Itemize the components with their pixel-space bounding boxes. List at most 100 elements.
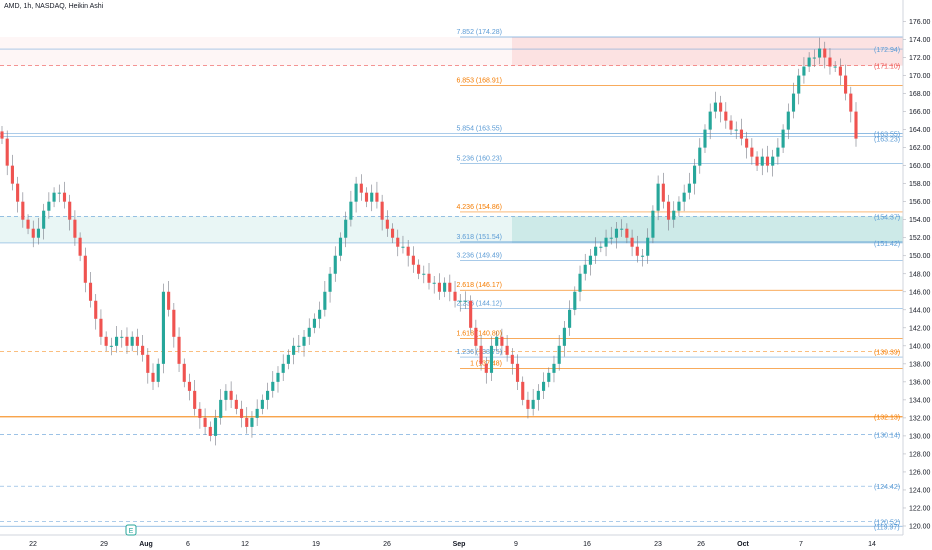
- time-tick-label: 22: [29, 541, 37, 548]
- candle-body: [182, 363, 186, 382]
- candle-body: [333, 255, 337, 274]
- candle-body: [396, 237, 400, 247]
- candle-body: [599, 246, 603, 248]
- candle-body: [10, 165, 14, 184]
- candle-body: [500, 336, 504, 346]
- candle-body: [750, 147, 754, 157]
- price-tick-label: 150.00: [909, 253, 931, 260]
- candle-body: [99, 318, 103, 337]
- candle-body: [213, 417, 218, 436]
- price-tick-label: 130.00: [909, 433, 931, 440]
- earnings-badge-label: E: [129, 528, 134, 535]
- candle-body: [354, 183, 358, 202]
- price-level-label: (139.39): [874, 349, 900, 356]
- candle-body: [833, 66, 837, 68]
- candle-body: [422, 273, 426, 275]
- candle-body: [229, 390, 233, 400]
- candle-body: [411, 255, 415, 265]
- candle-body: [573, 291, 577, 310]
- candle-body: [568, 309, 572, 328]
- candle-body: [672, 210, 676, 220]
- candle-body: [734, 129, 738, 131]
- time-tick-label: 9: [514, 541, 518, 548]
- candle-body: [844, 75, 848, 94]
- candle-body: [380, 201, 384, 220]
- time-tick-label: 29: [100, 541, 108, 548]
- price-tick-label: 172.00: [909, 55, 931, 62]
- candle-body: [177, 336, 181, 364]
- price-level-label: (163.23): [874, 137, 900, 144]
- candle-body: [88, 282, 93, 301]
- fib-level-label: 3.618 (151.54): [456, 234, 502, 241]
- candle-body: [271, 381, 275, 391]
- candle-body: [36, 228, 41, 238]
- candle-body: [359, 183, 363, 193]
- candle-body: [338, 237, 343, 256]
- candle-body: [521, 381, 525, 400]
- candle-body: [370, 192, 374, 202]
- candle-body: [239, 408, 244, 418]
- candle-body: [604, 237, 608, 247]
- candle-body: [255, 408, 259, 418]
- candle-body: [479, 345, 483, 364]
- candle-body: [854, 111, 858, 139]
- candle-body: [594, 246, 598, 256]
- candle-body: [198, 408, 202, 418]
- candle-body: [234, 399, 238, 409]
- price-level-label: (130.14): [874, 433, 900, 440]
- candle-body: [458, 300, 462, 302]
- candle-body: [260, 399, 264, 409]
- fib-level-label: 1.236 (138.75): [456, 349, 502, 356]
- time-axis[interactable]: 22 29 Aug 6 12 19 26 Sep 9 16 23 26 Oct 7 14: [0, 534, 903, 548]
- candle-body: [536, 390, 540, 400]
- time-tick-label: 12: [241, 541, 249, 548]
- candle-body: [78, 237, 82, 256]
- candle-body: [828, 57, 832, 67]
- candle-body: [739, 129, 744, 139]
- candle-body: [52, 192, 56, 202]
- price-tick-label: 162.00: [909, 145, 931, 152]
- candle-body: [266, 390, 270, 400]
- candle-body: [0, 131, 4, 139]
- price-tick-label: 166.00: [909, 109, 931, 116]
- price-tick-label: 132.00: [909, 415, 931, 422]
- fib-level-label: 4.236 (154.86): [456, 204, 502, 211]
- time-tick-label: 7: [799, 541, 803, 548]
- price-axis[interactable]: 120.00 122.00 124.00 126.00 128.00 130.00 132.…: [902, 0, 931, 535]
- price-level-label: (119.97): [874, 524, 900, 531]
- candle-body: [292, 345, 296, 355]
- candle-body: [120, 336, 124, 338]
- candle-body: [765, 156, 770, 166]
- price-tick-label: 152.00: [909, 235, 931, 242]
- candle-body: [776, 147, 780, 157]
- resistance-zone: [0, 37, 903, 66]
- candle-body: [630, 237, 634, 247]
- candle-body: [286, 354, 290, 364]
- candle-body: [130, 336, 134, 346]
- candle-body: [687, 183, 691, 193]
- candle-body: [640, 255, 645, 257]
- price-tick-label: 146.00: [909, 289, 931, 296]
- candle-body: [448, 282, 452, 292]
- price-tick-label: 176.00: [909, 19, 931, 26]
- candle-body: [224, 390, 228, 400]
- candle-body: [786, 111, 790, 130]
- candle-body: [625, 228, 629, 238]
- candle-body: [47, 201, 51, 211]
- candle-body: [812, 57, 816, 59]
- price-tick-label: 144.00: [909, 307, 931, 314]
- candle-body: [719, 102, 723, 112]
- candle-body: [312, 318, 317, 328]
- price-tick-label: 140.00: [909, 343, 931, 350]
- candle-body: [94, 300, 98, 319]
- candle-body: [109, 345, 113, 347]
- candle-body: [245, 417, 249, 427]
- candle-body: [708, 111, 712, 130]
- time-tick-label: 19: [312, 541, 320, 548]
- candle-body: [515, 363, 520, 382]
- candle-body: [510, 354, 514, 364]
- candle-body: [318, 309, 322, 319]
- candle-body: [83, 255, 87, 283]
- candle-body: [146, 354, 150, 373]
